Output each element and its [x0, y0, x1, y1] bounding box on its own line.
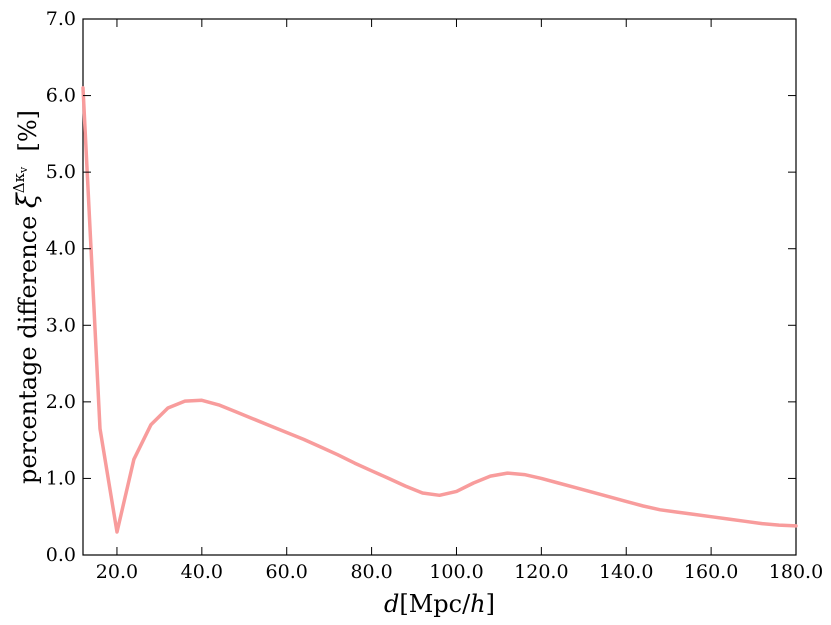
y-axis: 0.0 1.0 2.0 3.0 4.0 5.0 6.0 7.0	[46, 8, 796, 566]
x-tick-label: 140.0	[599, 561, 653, 583]
y-tick-label: 7.0	[46, 8, 76, 30]
x-tick-label: 100.0	[429, 561, 483, 583]
y-tick-label: 2.0	[46, 391, 76, 413]
y-axis-label-symbol: ξ	[12, 192, 43, 208]
y-axis-label-text: percentage difference	[14, 208, 42, 484]
x-tick-label: 40.0	[181, 561, 223, 583]
y-tick-label: 6.0	[46, 85, 76, 107]
x-axis: 20.0 40.0 60.0 80.0 100.0 120.0 140.0 160.0 180.…	[96, 19, 823, 583]
x-tick-label: 20.0	[96, 561, 138, 583]
y-tick-label: 5.0	[46, 161, 76, 183]
x-tick-label: 160.0	[684, 561, 738, 583]
x-axis-label-unit-close: ]	[486, 590, 495, 618]
x-axis-label-unit-open: [Mpc/	[399, 590, 471, 618]
x-axis-label: d[Mpc/h]	[384, 590, 495, 618]
y-axis-label: percentage difference ξΔκv [%]	[10, 110, 43, 484]
y-tick-label: 0.0	[46, 544, 76, 566]
x-tick-label: 80.0	[350, 561, 392, 583]
y-axis-label-subscript: v	[17, 166, 30, 174]
x-tick-label: 120.0	[514, 561, 568, 583]
y-axis-label-unit: [%]	[14, 110, 42, 167]
y-tick-label: 4.0	[46, 238, 76, 260]
series-layer	[81, 86, 798, 534]
x-axis-label-unit-variable: h	[470, 590, 485, 618]
plot-frame	[82, 18, 797, 556]
plot-area	[82, 18, 797, 556]
x-axis-label-variable: d	[384, 590, 399, 618]
y-tick-label: 3.0	[46, 314, 76, 336]
y-axis-label-superscript: Δκ	[10, 172, 28, 193]
series-line	[81, 86, 798, 534]
x-tick-label: 180.0	[769, 561, 823, 583]
x-tick-label: 60.0	[266, 561, 308, 583]
y-tick-label: 1.0	[46, 467, 76, 489]
